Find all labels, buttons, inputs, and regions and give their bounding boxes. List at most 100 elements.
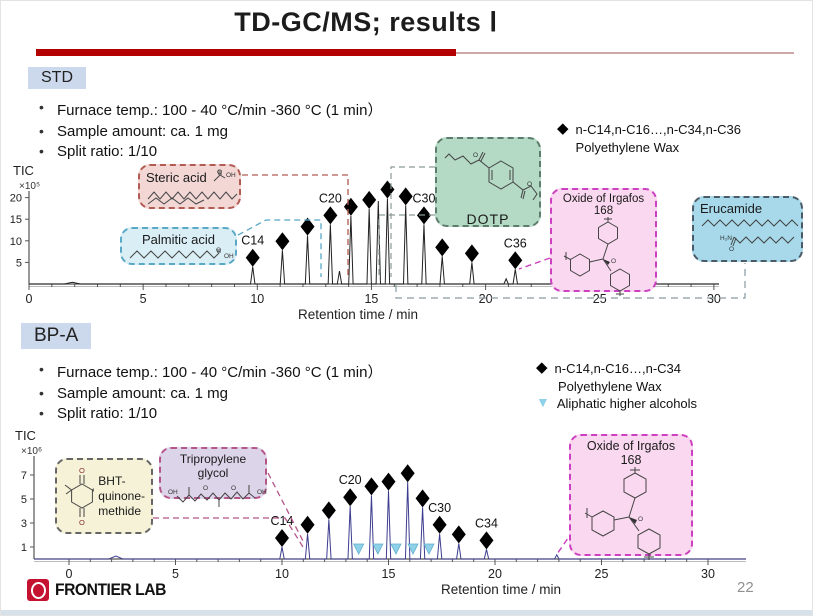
svg-text:0: 0 [66, 567, 73, 581]
bpa-legend-line2: Polyethylene Wax [558, 378, 662, 394]
svg-text:15: 15 [364, 292, 378, 306]
std-legend-line1: n-C14,n-C16…,n-C34,n-C36 [575, 122, 742, 137]
callout-irgafos-top: Oxide of Irgafos 168 O [550, 188, 657, 296]
std-bullet-split: Split ratio: 1/10 [31, 143, 571, 160]
bht-quinone-methide-structure: O O [64, 466, 95, 527]
bottom-strip [1, 610, 812, 615]
svg-text:15: 15 [10, 214, 22, 226]
svg-text:C30: C30 [412, 191, 435, 205]
svg-text:×10⁶: ×10⁶ [21, 446, 42, 457]
svg-text:5: 5 [21, 494, 27, 506]
bpa-legend-line3: Aliphatic higher alcohols [556, 396, 698, 412]
steric-acid-structure [147, 191, 238, 205]
svg-text:O: O [527, 181, 532, 188]
tripropylene-glycol-structure: OH O O OH [168, 485, 267, 507]
callout-erucamide-label: Erucamide [700, 201, 763, 216]
callout-irgafos-bottom: Oxide of Irgafos 168 O [569, 434, 693, 560]
svg-text:C30: C30 [428, 501, 451, 515]
svg-text:Retention time / min: Retention time / min [441, 582, 561, 597]
svg-text:OH: OH [168, 489, 178, 496]
svg-text:20: 20 [479, 292, 493, 306]
callout-dotp-label: DOTP [466, 211, 510, 227]
svg-text:C36: C36 [504, 236, 527, 250]
svg-text:×10⁵: ×10⁵ [19, 181, 40, 192]
irgafos-oxide-structure: O [563, 217, 630, 296]
svg-text:3: 3 [21, 518, 27, 530]
title-underline-thin [456, 52, 794, 54]
svg-text:O: O [217, 169, 222, 176]
callout-steric-acid: Steric acid O OH [138, 164, 241, 209]
bpa-bullet-split: Split ratio: 1/10 [31, 405, 571, 422]
bpa-bullet-furnace: Furnace temp.: 100 - 40 °C/min -360 °C (… [31, 361, 571, 382]
svg-text:10: 10 [10, 236, 22, 248]
svg-text:C14: C14 [241, 234, 264, 248]
section-label-std: STD [28, 67, 86, 89]
svg-text:C34: C34 [475, 516, 498, 530]
svg-text:1: 1 [21, 542, 27, 554]
svg-text:O: O [473, 152, 478, 159]
svg-text:5: 5 [172, 567, 179, 581]
std-legend: ◆ n-C14,n-C16…,n-C34,n-C36 Polyethylene … [557, 120, 742, 156]
triangle-marker-icon: ▼ [536, 394, 550, 411]
std-legend-line2: Polyethylene Wax [575, 139, 680, 155]
callout-irgafos-bottom-label: Oxide of Irgafos 168 [586, 439, 676, 467]
title-underline [36, 49, 456, 56]
callout-tripropylene: Tripropylene glycol OH O O OH [159, 447, 267, 507]
svg-text:0: 0 [26, 292, 33, 306]
frontier-lab-logo-icon [27, 579, 49, 601]
std-bullet-sample: Sample amount: ca. 1 mg [31, 123, 571, 140]
irgafos-oxide-structure: O [584, 467, 661, 560]
svg-text:O: O [216, 247, 221, 254]
diamond-marker-icon: ◆ [536, 359, 548, 376]
svg-text:C14: C14 [271, 514, 294, 528]
svg-text:10: 10 [250, 292, 264, 306]
frontier-lab-logo: FRONTIER LAB [27, 579, 176, 601]
svg-text:O: O [203, 485, 208, 492]
svg-text:O: O [231, 485, 236, 492]
std-bullet-furnace: Furnace temp.: 100 - 40 °C/min -360 °C (… [31, 99, 571, 120]
callout-erucamide: Erucamide H₂N O [692, 196, 803, 262]
callout-dotp: O O DOTP [435, 137, 541, 227]
carboxyl-group-structure: O OH [213, 169, 236, 182]
callout-tripropylene-label: Tripropylene glycol [179, 452, 247, 480]
svg-text:15: 15 [382, 567, 396, 581]
svg-text:20: 20 [488, 567, 502, 581]
svg-text:25: 25 [595, 567, 609, 581]
svg-text:30: 30 [707, 292, 721, 306]
svg-text:10: 10 [275, 567, 289, 581]
svg-text:C20: C20 [339, 473, 362, 487]
callout-steric-acid-label: Steric acid [146, 170, 207, 185]
std-bullets: Furnace temp.: 100 - 40 °C/min -360 °C (… [31, 96, 571, 163]
bpa-legend: ◆ n-C14,n-C16…,n-C34 Polyethylene Wax ▼ … [536, 359, 698, 413]
palmitic-acid-structure: O OH [129, 247, 234, 260]
svg-text:O: O [611, 258, 616, 265]
bpa-bullet-sample: Sample amount: ca. 1 mg [31, 385, 571, 402]
svg-text:OH: OH [226, 172, 236, 179]
svg-text:O: O [79, 518, 85, 527]
callout-irgafos-top-label: Oxide of Irgafos 168 [562, 193, 645, 217]
callout-bht: O O BHT-quinone-methide [55, 458, 153, 534]
frontier-lab-logo-text: FRONTIER LAB [55, 580, 166, 599]
bpa-legend-line1: n-C14,n-C16…,n-C34 [554, 361, 681, 376]
svg-text:20: 20 [10, 193, 22, 205]
callout-palmitic-acid: Palmitic acid O OH [120, 227, 237, 265]
callout-bht-label: BHT-quinone-methide [98, 473, 146, 518]
section-label-bpa: BP-A [21, 323, 92, 349]
svg-text:O: O [729, 246, 734, 252]
svg-text:C20: C20 [319, 191, 342, 205]
page-title: TD-GC/MS; results Ⅰ [234, 7, 498, 37]
svg-text:OH: OH [257, 489, 267, 496]
bpa-chromatogram: 1 3 5 7 0 5 10 15 20 25 30 TIC ×10⁶ Retention time / … [15, 428, 746, 597]
diamond-marker-icon: ◆ [557, 120, 569, 137]
erucamide-structure: H₂N O [701, 219, 799, 253]
svg-text:7: 7 [21, 470, 27, 482]
svg-text:OH: OH [224, 253, 234, 260]
callout-palmitic-acid-label: Palmitic acid [142, 232, 215, 247]
page-number: 22 [737, 579, 754, 596]
svg-text:5: 5 [16, 257, 22, 269]
svg-text:H₂N: H₂N [720, 235, 732, 242]
dotp-structure: O O [444, 151, 538, 201]
svg-text:TIC: TIC [13, 163, 34, 178]
svg-text:Retention time / min: Retention time / min [298, 307, 418, 322]
